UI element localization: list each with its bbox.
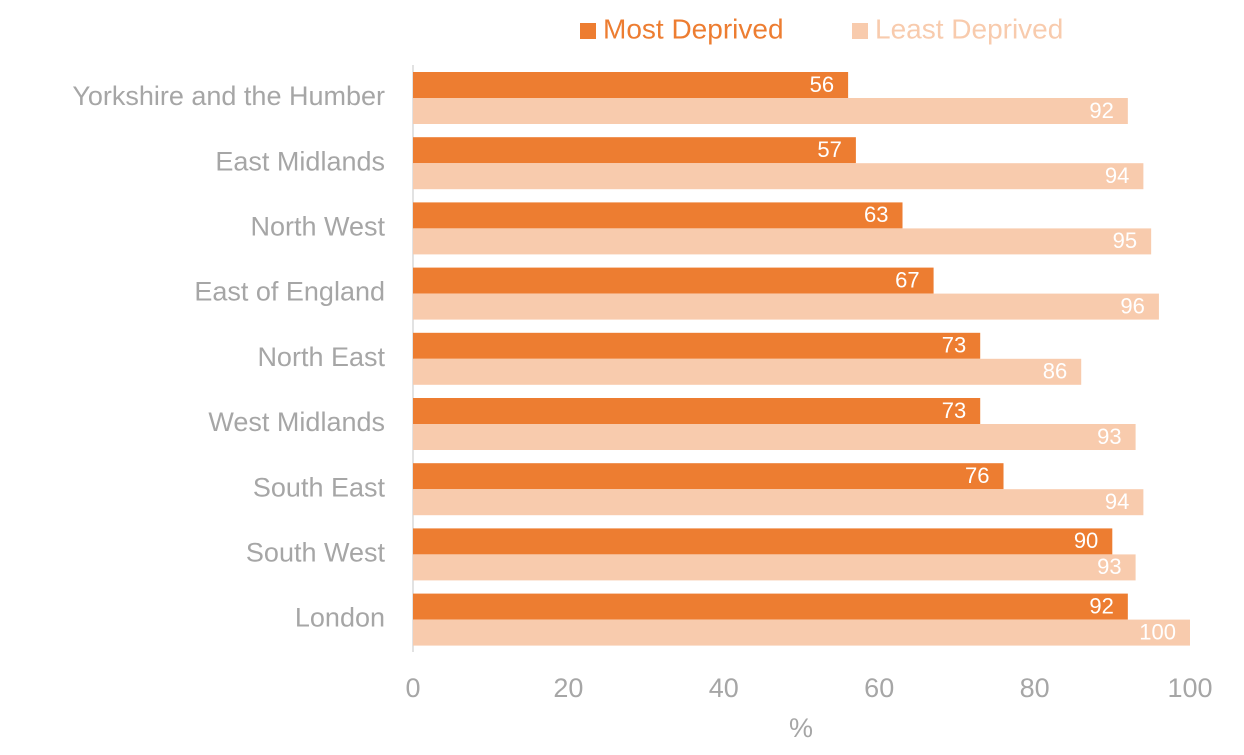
bar — [413, 98, 1128, 124]
data-label: 67 — [895, 267, 919, 292]
y-tick-label: London — [295, 603, 385, 633]
bar — [413, 554, 1136, 581]
data-label: 57 — [817, 137, 841, 162]
legend-swatch — [580, 23, 596, 39]
data-label: 56 — [810, 72, 834, 97]
x-tick-label: 60 — [864, 673, 894, 703]
y-tick-label: North West — [250, 212, 385, 242]
data-label: 93 — [1097, 554, 1121, 579]
bar — [413, 593, 1128, 620]
data-label: 63 — [864, 202, 888, 227]
bar — [413, 228, 1152, 255]
bar — [413, 424, 1136, 450]
bar — [413, 332, 981, 359]
bar — [413, 137, 856, 164]
x-tick-label: 0 — [405, 673, 420, 703]
bar — [413, 398, 981, 424]
bar — [413, 463, 1004, 490]
x-tick-label: 100 — [1167, 673, 1212, 703]
bar — [413, 358, 1082, 385]
data-label: 93 — [1097, 424, 1121, 449]
y-tick-label: East of England — [194, 277, 385, 307]
x-tick-label: 20 — [553, 673, 583, 703]
x-tick-label: 40 — [709, 673, 739, 703]
y-tick-label: South West — [246, 538, 386, 568]
data-label: 94 — [1105, 163, 1129, 188]
bar — [413, 528, 1113, 555]
bar — [413, 267, 934, 294]
data-label: 90 — [1074, 528, 1098, 553]
data-label: 73 — [942, 398, 966, 423]
y-tick-label: West Midlands — [208, 407, 385, 437]
bar — [413, 619, 1190, 646]
bar — [413, 293, 1159, 320]
bar — [413, 163, 1144, 190]
legend-swatch — [852, 23, 868, 39]
y-tick-label: East Midlands — [215, 146, 385, 176]
bar — [413, 202, 903, 229]
data-label: 96 — [1120, 293, 1144, 318]
data-label: 86 — [1043, 359, 1067, 384]
data-label: 76 — [965, 463, 989, 488]
legend-label: Least Deprived — [875, 13, 1063, 44]
x-axis-title: % — [789, 713, 813, 743]
data-label: 92 — [1089, 593, 1113, 618]
legend-label: Most Deprived — [603, 13, 784, 44]
data-label: 73 — [942, 333, 966, 358]
bar — [413, 489, 1144, 516]
y-tick-label: South East — [253, 472, 386, 502]
y-tick-label: North East — [257, 342, 385, 372]
data-label: 100 — [1139, 619, 1176, 644]
x-tick-label: 80 — [1020, 673, 1050, 703]
data-label: 95 — [1113, 228, 1137, 253]
y-tick-label: Yorkshire and the Humber — [72, 81, 385, 111]
bar — [413, 72, 849, 98]
data-label: 92 — [1089, 98, 1113, 123]
data-label: 94 — [1105, 489, 1129, 514]
